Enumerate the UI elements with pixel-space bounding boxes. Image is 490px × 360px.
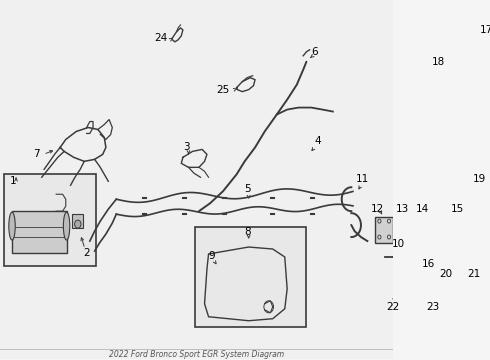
Circle shape: [478, 109, 485, 117]
Ellipse shape: [435, 51, 457, 93]
Circle shape: [478, 54, 485, 62]
Bar: [375, 217, 393, 243]
Bar: [467, 38, 490, 179]
Text: 17: 17: [480, 25, 490, 35]
Circle shape: [475, 134, 488, 149]
Circle shape: [475, 78, 488, 94]
Text: 2: 2: [83, 248, 90, 258]
Text: 2022 Ford Bronco Sport EGR System Diagram: 2022 Ford Bronco Sport EGR System Diagra…: [109, 350, 284, 359]
Circle shape: [475, 50, 488, 66]
Text: 12: 12: [370, 204, 384, 214]
Text: 10: 10: [392, 239, 405, 249]
Text: 21: 21: [467, 269, 480, 279]
Bar: [72, 214, 83, 228]
Ellipse shape: [454, 153, 480, 181]
Text: 20: 20: [440, 269, 453, 279]
Text: 24: 24: [154, 33, 167, 43]
Text: 22: 22: [387, 302, 400, 312]
Bar: [4, 174, 96, 266]
Bar: [195, 227, 306, 327]
Text: 11: 11: [355, 174, 368, 184]
Circle shape: [475, 105, 488, 122]
Text: 13: 13: [396, 204, 410, 214]
Ellipse shape: [9, 212, 15, 240]
Text: 1: 1: [10, 176, 16, 186]
Bar: [12, 211, 67, 253]
Text: 6: 6: [311, 47, 318, 57]
Text: 4: 4: [315, 136, 321, 147]
Text: 8: 8: [245, 227, 251, 237]
Circle shape: [478, 82, 485, 90]
Text: 23: 23: [427, 302, 440, 312]
Text: 9: 9: [209, 251, 215, 261]
Text: 19: 19: [473, 174, 487, 184]
Text: 16: 16: [422, 259, 435, 269]
Text: 7: 7: [33, 149, 40, 159]
Text: 18: 18: [432, 57, 445, 67]
Text: 25: 25: [217, 85, 230, 95]
Text: 3: 3: [183, 143, 190, 152]
Circle shape: [74, 220, 81, 228]
Circle shape: [478, 138, 485, 145]
Text: 5: 5: [245, 184, 251, 194]
Text: 15: 15: [451, 204, 464, 214]
Text: 14: 14: [416, 204, 429, 214]
Bar: [395, 217, 400, 243]
Ellipse shape: [63, 212, 70, 240]
